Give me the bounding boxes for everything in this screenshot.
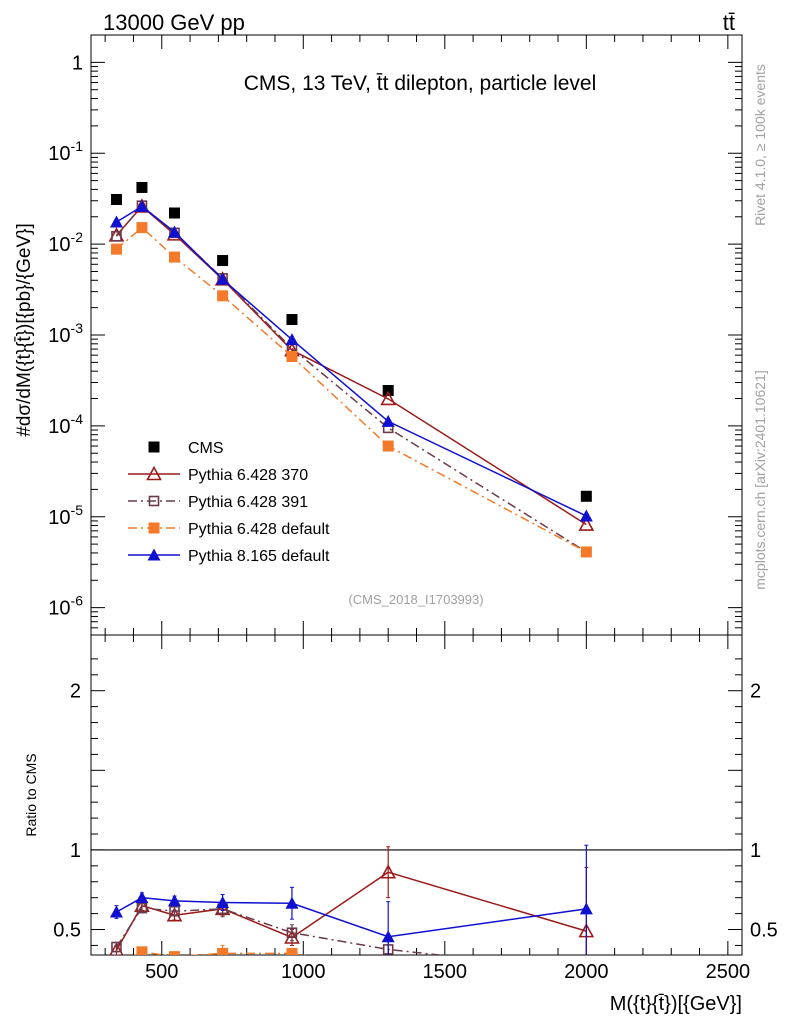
upper-point-series-4 [135,199,149,212]
legend-label-4: Pythia 8.165 default [188,548,330,565]
upper-point-series-0 [382,385,394,397]
legend-marker-1 [146,465,162,481]
upper-line-series-1 [115,205,587,526]
upper-ytick-label: 10-6 [48,593,83,620]
upper-point-series-3 [382,440,394,452]
lower-point-series-1 [111,941,122,953]
legend-marker-0 [148,441,160,453]
lower-point-series-0 [166,907,183,922]
chart-title: CMS, 13 TeV, t̄t dilepton, particle leve… [244,72,597,95]
lower-point-series-0 [109,942,124,955]
lower-ytick-label: 2 [70,681,81,703]
legend-marker-3 [148,522,160,534]
upper-point-series-3 [168,251,180,263]
upper-line-series-4 [116,205,587,517]
upper-ytick-label: 10-5 [48,502,83,529]
x-tick-label: 1500 [423,961,468,983]
upper-series-group [108,181,595,558]
upper-point-series-3 [580,546,592,558]
upper-point-series-4 [216,272,230,285]
header-left: 13000 GeV pp [103,10,245,35]
legend-label-3: Pythia 6.428 default [188,521,330,538]
upper-point-series-0 [168,207,180,219]
upper-point-series-0 [110,193,122,205]
upper-ytick-label: 10-2 [48,229,83,256]
lower-point-series-2 [136,946,148,955]
lower-point-series-2 [383,964,394,975]
lower-point-series-2 [286,947,298,955]
upper-ytick-label: 10-3 [48,320,83,347]
x-tick-label: 2500 [706,961,751,983]
lower-point-series-2 [168,951,180,955]
lower-point-series-3 [381,930,395,943]
lower-ytick-label-right: 0.5 [750,920,778,942]
upper-ytick-label: 10-1 [48,138,83,165]
upper-line-series-2 [115,204,587,553]
legend-label-2: Pythia 6.428 391 [188,494,308,511]
upper-frame [90,34,743,636]
upper-point-series-3 [217,290,229,302]
upper-point-series-3 [286,350,298,362]
lower-ytick-label: 0.5 [53,920,81,942]
legend-label-0: CMS [188,440,224,457]
lower-line-series-0 [115,871,587,951]
upper-point-series-1 [380,390,397,406]
upper-point-series-0 [286,314,298,326]
lower-point-series-1 [136,902,148,914]
upper-point-series-4 [109,215,123,228]
upper-point-series-4 [579,509,593,522]
upper-point-series-4 [285,333,299,346]
legend-label-1: Pythia 6.428 370 [188,467,308,484]
legend: CMS Pythia 6.428 370 Pythia 6.428 391 Pythi… [128,440,330,565]
upper-point-series-3 [110,243,122,255]
legend-marker-2 [148,495,160,507]
upper-point-series-1 [578,516,595,531]
x-axis-label: M({t}{t̄})[{GeV}] [610,993,742,1015]
watermark: (CMS_2018_I1703993) [348,592,483,607]
x-tick-label: 500 [145,961,178,983]
lower-point-series-3 [109,905,123,918]
upper-point-series-0 [580,490,592,502]
lower-point-series-2 [111,959,122,970]
x-tick-label: 1000 [281,961,326,983]
lower-point-series-2 [217,947,229,955]
rivet-label: Rivet 4.1.0, ≥ 100k events [752,64,768,226]
upper-ytick-label: 10-4 [48,411,83,438]
lower-point-series-3 [167,894,181,907]
lower-point-series-3 [579,902,593,915]
x-tick-label: 2000 [564,961,609,983]
upper-ytick-label: 1 [72,52,83,74]
lower-line-series-1 [115,907,447,955]
upper-point-series-2 [111,230,122,242]
upper-point-series-3 [136,222,148,234]
lower-point-series-1 [286,927,298,939]
lower-point-series-3 [216,895,230,908]
mcplots-label: mcplots.cern.ch [arXiv:2401.10621] [752,370,768,589]
upper-point-series-4 [167,225,181,238]
lower-ytick-label-right: 1 [750,840,761,862]
lower-point-series-0 [380,864,397,879]
lower-ytick-label: 1 [70,840,81,862]
lower-series-group [109,844,595,975]
lower-ylabel: Ratio to CMS [23,753,39,836]
lower-point-series-3 [135,891,149,904]
lower-ytick-label-right: 2 [750,681,761,703]
axes-group: 1 10-1 10-2 10-3 10-4 10-5 10-6 500 1000 1500 2000… [48,34,778,983]
lower-point-series-1 [169,905,180,917]
lower-frame [90,634,743,956]
upper-point-series-0 [217,255,229,267]
upper-point-series-4 [381,414,395,427]
lower-line-series-3 [116,896,587,938]
lower-clip-group [109,844,595,975]
upper-point-series-0 [136,181,148,193]
header-right: tt̄ [723,10,735,35]
lower-point-series-3 [285,896,299,909]
legend-marker-4 [147,548,161,561]
upper-ylabel: #dσ/dM({t}{t̄})[{pb}/{GeV}] [14,223,35,437]
